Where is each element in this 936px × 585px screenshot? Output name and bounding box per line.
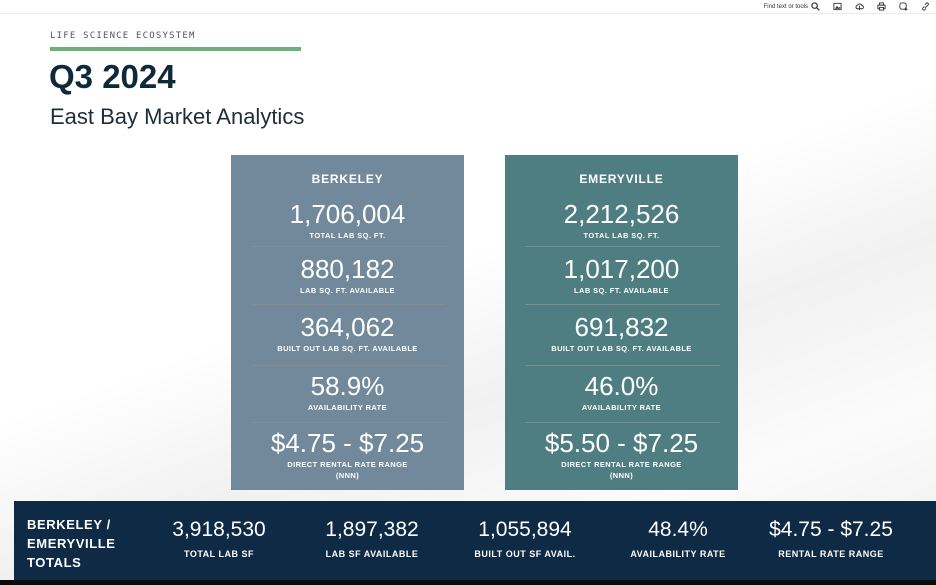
totals-band: BERKELEY / EMERYVILLE TOTALS 3,918,530 T… <box>14 501 936 580</box>
divider <box>251 365 446 366</box>
totals-title-line: EMERYVILLE <box>27 536 116 551</box>
total-value: 1,897,382 <box>325 518 419 541</box>
total-value: 3,918,530 <box>172 518 266 541</box>
metric-rental-rate: $4.75 - $7.25 DIRECT RENTAL RATE RANGE (… <box>231 429 464 481</box>
divider <box>525 422 720 423</box>
screen-bottom-edge <box>0 580 936 585</box>
card-title: BERKELEY <box>311 172 384 186</box>
metric-rental-rate: $5.50 - $7.25 DIRECT RENTAL RATE RANGE (… <box>505 429 738 481</box>
total-built-out-sf: 1,055,894 BUILT OUT SF AVAIL. <box>450 517 600 559</box>
total-label: AVAILABILITY RATE <box>630 549 726 559</box>
metric-label: BUILT OUT LAB SQ. FT. AVAILABLE <box>277 344 418 353</box>
divider <box>525 365 720 366</box>
total-availability-rate: 48.4% AVAILABILITY RATE <box>603 517 753 559</box>
cloud-upload-icon[interactable] <box>855 2 864 11</box>
metric-label: TOTAL LAB SQ. FT. <box>309 231 386 240</box>
metric-value: 1,017,200 <box>563 254 680 284</box>
total-lab-sf: 3,918,530 TOTAL LAB SF <box>144 517 294 559</box>
slide-subtitle: East Bay Market Analytics <box>50 104 305 129</box>
section-eyebrow: LIFE SCIENCE ECOSYSTEM <box>50 31 196 41</box>
metric-value: 364,062 <box>300 312 395 342</box>
metric-value: 880,182 <box>300 254 395 284</box>
find-tools-label: Find text or tools <box>763 3 808 10</box>
metric-total-lab: 2,212,526 TOTAL LAB SQ. FT. <box>505 200 738 241</box>
divider <box>251 304 446 305</box>
metric-built-out: 691,832 BUILT OUT LAB SQ. FT. AVAILABLE <box>505 313 738 354</box>
metric-label: DIRECT RENTAL RATE RANGE <box>287 460 408 469</box>
metric-label: AVAILABILITY RATE <box>307 403 388 412</box>
search-icon <box>811 2 820 11</box>
metric-value: $4.75 - $7.25 <box>270 428 425 458</box>
print-icon[interactable] <box>877 2 886 11</box>
total-label: RENTAL RATE RANGE <box>778 549 884 559</box>
total-value: 48.4% <box>648 518 708 541</box>
emeryville-card: EMERYVILLE 2,212,526 TOTAL LAB SQ. FT. 1… <box>505 155 738 490</box>
divider <box>525 304 720 305</box>
metric-unit: (NNN) <box>609 471 634 480</box>
divider <box>525 246 720 247</box>
total-value: 1,055,894 <box>478 518 572 541</box>
metric-total-lab: 1,706,004 TOTAL LAB SQ. FT. <box>231 200 464 241</box>
berkeley-card: BERKELEY 1,706,004 TOTAL LAB SQ. FT. 880… <box>231 155 464 490</box>
card-title: EMERYVILLE <box>579 172 664 186</box>
metric-value: 691,832 <box>574 312 669 342</box>
total-label: TOTAL LAB SF <box>184 549 254 559</box>
metric-lab-available: 1,017,200 LAB SQ. FT. AVAILABLE <box>505 255 738 296</box>
quarter-heading: Q3 2024 <box>49 58 176 95</box>
metric-value: 58.9% <box>310 371 385 401</box>
metric-label: LAB SQ. FT. AVAILABLE <box>574 286 669 295</box>
total-lab-sf-available: 1,897,382 LAB SF AVAILABLE <box>297 517 447 559</box>
metric-label: AVAILABILITY RATE <box>581 403 662 412</box>
ai-assistant-icon[interactable] <box>899 2 908 11</box>
metric-value: 46.0% <box>584 371 659 401</box>
total-label: BUILT OUT SF AVAIL. <box>474 549 576 559</box>
totals-title-line: TOTALS <box>27 555 82 570</box>
metric-value: $5.50 - $7.25 <box>544 428 699 458</box>
metric-label: TOTAL LAB SQ. FT. <box>583 231 660 240</box>
metric-value: 1,706,004 <box>289 199 406 229</box>
accent-rule <box>50 47 301 51</box>
metric-label: BUILT OUT LAB SQ. FT. AVAILABLE <box>551 344 692 353</box>
total-value: $4.75 - $7.25 <box>769 518 893 541</box>
image-icon[interactable] <box>833 2 842 11</box>
metric-lab-available: 880,182 LAB SQ. FT. AVAILABLE <box>231 255 464 296</box>
metric-built-out: 364,062 BUILT OUT LAB SQ. FT. AVAILABLE <box>231 313 464 354</box>
link-icon[interactable] <box>921 2 930 11</box>
metric-value: 2,212,526 <box>563 199 680 229</box>
totals-title-line: BERKELEY / <box>27 517 111 532</box>
metric-unit: (NNN) <box>335 471 360 480</box>
metric-label: DIRECT RENTAL RATE RANGE <box>561 460 682 469</box>
totals-title: BERKELEY / EMERYVILLE TOTALS <box>27 515 116 572</box>
metric-availability-rate: 58.9% AVAILABILITY RATE <box>231 372 464 413</box>
metric-availability-rate: 46.0% AVAILABILITY RATE <box>505 372 738 413</box>
viewer-toolbar: Find text or tools <box>0 0 936 14</box>
total-rental-rate-range: $4.75 - $7.25 RENTAL RATE RANGE <box>756 517 906 559</box>
divider <box>251 246 446 247</box>
total-label: LAB SF AVAILABLE <box>325 549 419 559</box>
slide-page: LIFE SCIENCE ECOSYSTEM Q3 2024 East Bay … <box>0 14 936 580</box>
find-tools-button[interactable]: Find text or tools <box>764 2 820 11</box>
metric-label: LAB SQ. FT. AVAILABLE <box>300 286 395 295</box>
divider <box>251 422 446 423</box>
